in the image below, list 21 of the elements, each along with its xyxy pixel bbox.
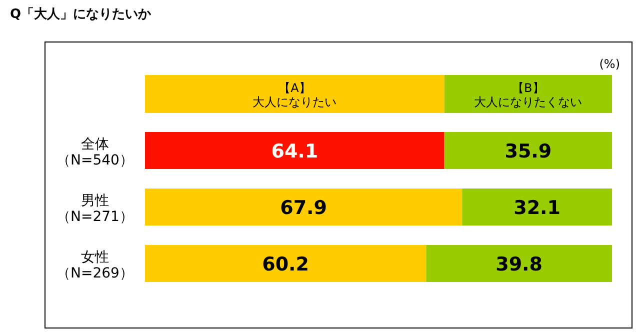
legend-item: 【A】大人になりたい: [145, 75, 444, 113]
bar: [145, 245, 426, 282]
data-label: 39.8: [496, 254, 543, 276]
y-tick-label: 男性（N=271）: [56, 192, 134, 226]
series-label: 【B】大人になりたくない: [474, 81, 582, 109]
data-label: 35.9: [504, 140, 552, 162]
bar: [145, 132, 444, 169]
bar: [145, 188, 462, 226]
bar: [444, 132, 612, 169]
series-label: 【A】大人になりたい: [252, 81, 337, 109]
bar: [426, 245, 612, 282]
legend-item: 【B】大人になりたくない: [444, 75, 612, 113]
chart-title: Q「大人」になりたいか: [10, 7, 152, 22]
y-tick-label: 女性（N=269）: [56, 249, 134, 282]
y-tick-label: 全体（N=540）: [56, 136, 134, 169]
data-label: 32.1: [514, 197, 560, 219]
bar: [462, 188, 612, 226]
data-label: 67.9: [280, 197, 327, 219]
text: (%): [599, 57, 620, 71]
data-label: 64.1: [271, 140, 318, 162]
data-label: 60.2: [262, 254, 310, 276]
